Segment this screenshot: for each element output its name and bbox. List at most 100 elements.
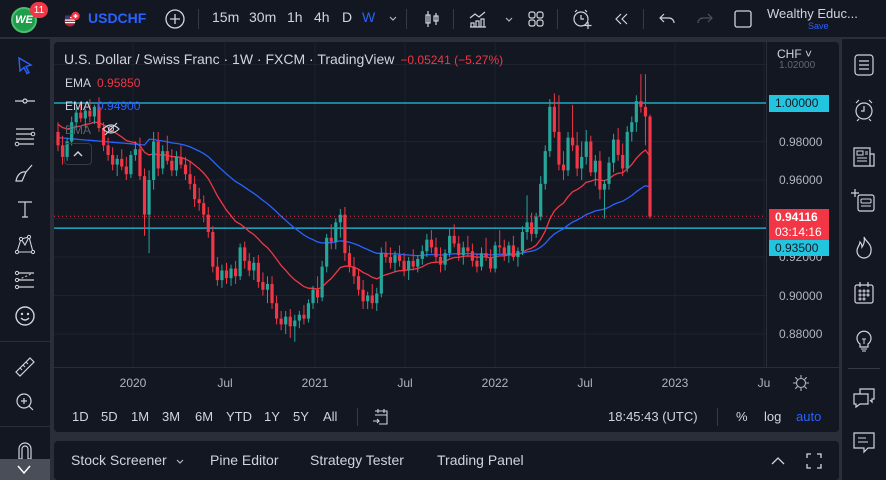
price-change: −0.05241 (−5.27%) xyxy=(400,53,504,67)
undo-icon[interactable] xyxy=(655,7,679,31)
hidden-ema-label: EMA xyxy=(65,123,92,137)
notification-badge: 11 xyxy=(30,2,48,18)
interval-15m[interactable]: 15m xyxy=(212,9,240,25)
auto-scale-toggle[interactable]: auto xyxy=(796,409,822,424)
fullscreen-square-icon[interactable] xyxy=(731,7,755,31)
collapse-toolbar-button[interactable] xyxy=(0,459,50,480)
range-3m[interactable]: 3M xyxy=(162,409,181,424)
hidden-ema-legend[interactable]: EMA xyxy=(65,122,120,137)
tab-pine-editor[interactable]: Pine Editor xyxy=(210,452,279,468)
chats-icon[interactable] xyxy=(850,384,878,412)
messages-icon[interactable] xyxy=(850,429,878,457)
currency-selector[interactable]: CHF ˅ xyxy=(777,47,813,61)
range-5d[interactable]: 5D xyxy=(101,409,118,424)
bottom-panel: Stock Screener Pine Editor Strategy Test… xyxy=(54,441,839,480)
interval-30m[interactable]: 30m xyxy=(249,9,277,25)
ruler-icon[interactable] xyxy=(12,354,38,380)
time-axis[interactable]: 2020 Jul 2021 Jul 2022 Jul 2023 Ju xyxy=(54,367,839,397)
range-5y[interactable]: 5Y xyxy=(293,409,309,424)
right-sidebar xyxy=(842,39,886,480)
watchlist-icon[interactable] xyxy=(850,51,878,79)
chevron-down-icon xyxy=(17,465,31,475)
pattern-tool-icon[interactable] xyxy=(12,231,38,257)
eye-crossed-icon[interactable] xyxy=(101,120,121,138)
divider xyxy=(0,426,50,427)
magnet-icon[interactable] xyxy=(12,437,38,463)
save-button[interactable]: Save xyxy=(808,21,829,31)
hotlists-fire-icon[interactable] xyxy=(850,233,878,261)
range-1y[interactable]: 1Y xyxy=(264,409,280,424)
chart-pane[interactable]: U.S. Dollar / Swiss Franc · 1W · FXCM · … xyxy=(54,42,839,432)
collapse-legend-button[interactable] xyxy=(64,143,92,165)
time-label: Jul xyxy=(217,376,233,390)
time-label: 2020 xyxy=(119,376,147,390)
separator xyxy=(717,408,718,426)
candles-chart-type-icon[interactable] xyxy=(420,7,444,31)
cursor-icon[interactable] xyxy=(12,53,38,79)
series-title: U.S. Dollar / Swiss Franc · 1W · FXCM · … xyxy=(64,51,395,67)
text-tool-icon[interactable] xyxy=(12,196,38,222)
ideas-lightbulb-icon[interactable] xyxy=(850,326,878,354)
calendar-icon[interactable] xyxy=(850,279,878,307)
replay-icon[interactable] xyxy=(609,7,633,31)
ema-fast-legend[interactable]: EMA 0.95850 xyxy=(65,76,140,90)
tab-stock-screener[interactable]: Stock Screener xyxy=(71,452,167,468)
symbol-search-button[interactable]: USDCHF xyxy=(88,10,147,26)
add-watchlist-icon[interactable] xyxy=(850,187,878,215)
ema-fast-label: EMA xyxy=(65,76,92,90)
ema-slow-legend[interactable]: EMA 0.94900 xyxy=(65,99,140,113)
redo-icon[interactable] xyxy=(693,7,717,31)
price-label: 0.98000 xyxy=(779,135,823,149)
time-label: Jul xyxy=(577,376,593,390)
chart-settings-gear-icon[interactable] xyxy=(792,374,810,392)
prediction-tool-icon[interactable] xyxy=(12,267,38,293)
chevron-down-icon[interactable] xyxy=(173,454,187,468)
trend-line-icon[interactable] xyxy=(12,88,38,114)
log-scale-toggle[interactable]: log xyxy=(764,409,782,424)
brush-icon[interactable] xyxy=(12,160,38,186)
range-all[interactable]: All xyxy=(323,409,338,424)
news-icon[interactable] xyxy=(850,143,878,171)
horizontal-line-tag[interactable]: 1.00000 xyxy=(769,95,829,112)
ema-slow-label: EMA xyxy=(65,99,92,113)
range-6m[interactable]: 6M xyxy=(195,409,214,424)
layout-grid-icon[interactable] xyxy=(524,7,548,31)
emoji-icon[interactable] xyxy=(12,303,38,329)
layout-name[interactable]: Wealthy Educ... xyxy=(767,6,858,21)
percent-scale-toggle[interactable]: % xyxy=(736,409,748,424)
price-chart[interactable] xyxy=(54,42,766,367)
ema-slow-value: 0.94900 xyxy=(97,99,141,113)
price-label: 0.96000 xyxy=(779,173,823,187)
horizontal-line-tag[interactable]: 0.93500 xyxy=(769,240,829,256)
range-1d[interactable]: 1D xyxy=(72,409,89,424)
compare-add-icon[interactable] xyxy=(163,7,187,31)
tab-strategy-tester[interactable]: Strategy Tester xyxy=(310,452,404,468)
zoom-in-icon[interactable] xyxy=(12,389,38,415)
time-label: 2023 xyxy=(661,376,689,390)
chevron-down-icon[interactable] xyxy=(383,8,403,28)
interval-4h[interactable]: 4h xyxy=(314,9,330,25)
chevron-down-icon[interactable] xyxy=(499,9,519,29)
indicators-icon[interactable] xyxy=(466,7,490,31)
clock-timezone[interactable]: 18:45:43 (UTC) xyxy=(608,409,698,424)
fib-retracement-icon[interactable] xyxy=(12,124,38,150)
time-label: Jul xyxy=(397,376,413,390)
price-axis[interactable]: CHF ˅ 1.02000 0.98000 0.96000 0.92000 0.… xyxy=(766,42,839,367)
alert-add-icon[interactable] xyxy=(570,7,594,31)
interval-w[interactable]: W xyxy=(362,9,376,25)
separator xyxy=(643,9,644,29)
alarm-clock-icon[interactable] xyxy=(850,96,878,124)
chevron-up-icon xyxy=(73,151,83,157)
chevron-up-icon[interactable] xyxy=(768,451,788,471)
drawing-toolbar xyxy=(0,39,50,480)
range-ytd[interactable]: YTD xyxy=(226,409,252,424)
ema-fast-value: 0.95850 xyxy=(97,76,141,90)
go-to-date-icon[interactable] xyxy=(371,407,391,427)
maximize-panel-icon[interactable] xyxy=(804,451,824,471)
tab-trading-panel[interactable]: Trading Panel xyxy=(437,452,524,468)
divider xyxy=(848,368,880,369)
range-1m[interactable]: 1M xyxy=(131,409,150,424)
interval-d[interactable]: D xyxy=(342,9,353,25)
interval-1h[interactable]: 1h xyxy=(287,9,303,25)
currency-label: CHF xyxy=(777,47,802,61)
